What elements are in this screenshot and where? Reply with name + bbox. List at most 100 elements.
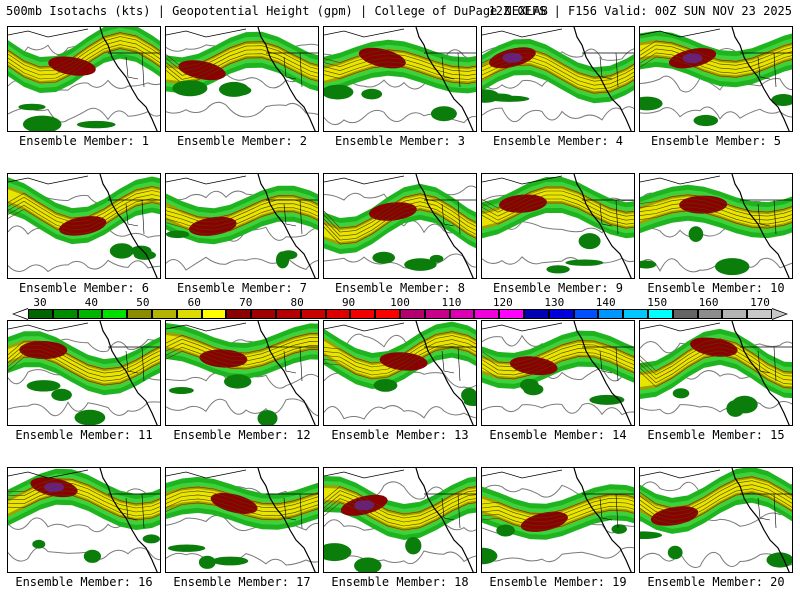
jet-band-yellow (482, 496, 634, 528)
height-contour (482, 546, 634, 563)
jet-stream-map (8, 468, 160, 572)
wind-speed-area (372, 251, 395, 264)
state-borders (441, 199, 461, 235)
height-contour (640, 106, 792, 120)
isotach-line (166, 498, 318, 517)
ensemble-member-label: Ensemble Member: 4 (492, 134, 624, 148)
wind-speed-area (109, 243, 134, 259)
isotach-line (640, 354, 792, 389)
wind-speed-area (130, 245, 152, 257)
ensemble-member-label: Ensemble Member: 13 (331, 428, 469, 442)
jet-stream-map (166, 27, 318, 131)
ensemble-member-label: Ensemble Member: 19 (489, 575, 627, 589)
height-contour (8, 401, 160, 417)
isotach-line (8, 348, 160, 378)
jet-stream-map (166, 468, 318, 572)
wind-speed-area (693, 114, 719, 127)
isotach-line (166, 341, 318, 362)
height-contour (324, 253, 476, 269)
coastline (99, 468, 158, 572)
wind-speed-area (361, 88, 383, 100)
jet-stream-map (166, 321, 318, 425)
colorbar-swatch (548, 309, 574, 319)
ensemble-member-map (639, 320, 793, 426)
wind-speed-area (26, 380, 61, 392)
coastline (731, 321, 790, 425)
isotach-line (166, 333, 318, 354)
ensemble-member-label: Ensemble Member: 6 (18, 281, 150, 295)
isotach-line (640, 52, 792, 74)
jet-stream-map (8, 321, 160, 425)
coastline (257, 27, 316, 131)
state-borders (599, 346, 619, 382)
wind-speed-area (257, 410, 278, 425)
isotach-line (166, 195, 318, 219)
wind-speed-area (578, 233, 601, 250)
isotach-line (482, 493, 634, 515)
height-contour (640, 401, 792, 415)
ensemble-member-map (481, 26, 635, 132)
height-contour (166, 101, 318, 118)
alaska-coast (640, 469, 721, 479)
wind-speed-area (142, 534, 160, 544)
alaska-coast (8, 28, 89, 38)
colorbar-swatch (747, 309, 772, 319)
isotach-line (166, 207, 318, 231)
state-borders (125, 199, 145, 235)
jet-stream-map (482, 321, 634, 425)
jet-band-yellow (640, 42, 792, 76)
wind-speed-area (487, 93, 513, 101)
alaska-coast (640, 175, 721, 185)
ensemble-member-label: Ensemble Member: 9 (492, 281, 624, 295)
isotach-line (482, 509, 634, 531)
jet-band-yellow (324, 488, 476, 528)
isotach-line (8, 194, 160, 227)
coastline (257, 468, 316, 572)
wind-speed-area (373, 379, 398, 392)
wind-speed-area (715, 258, 750, 276)
jet-stream-map (166, 174, 318, 278)
isotach-line (640, 346, 792, 381)
wind-speed-area (324, 543, 352, 562)
colorbar-tick-label: 90 (341, 296, 356, 309)
wind-speed-area (520, 378, 539, 392)
height-contour (324, 109, 476, 126)
alaska-coast (324, 469, 405, 479)
jet-stream-map (482, 27, 634, 131)
jet-core (358, 47, 406, 69)
colorbar-swatch (127, 309, 152, 319)
isotach-line (640, 210, 792, 229)
colorbar-swatch (350, 309, 376, 319)
isotach-line (324, 331, 476, 364)
colorbar-tick-label: 170 (750, 296, 770, 309)
coastline (257, 321, 316, 425)
isotach-line (8, 486, 160, 513)
state-borders (283, 52, 303, 88)
state-borders (757, 52, 777, 88)
colorbar-tick-label: 50 (136, 296, 150, 309)
state-borders (283, 346, 303, 382)
ensemble-member-label: Ensemble Member: 10 (647, 281, 785, 295)
isotach-line (166, 203, 318, 227)
isotach-line (482, 48, 634, 78)
height-contour (482, 403, 634, 416)
ensemble-member-map (639, 26, 793, 132)
ensemble-member-map (481, 320, 635, 426)
isotach-line (324, 65, 476, 84)
jet-band-light-green (482, 182, 634, 234)
ensemble-member-map (7, 467, 161, 573)
wind-speed-area (32, 539, 46, 549)
height-contour (166, 398, 318, 417)
wind-speed-area (83, 549, 101, 563)
coastline (99, 174, 158, 278)
coastline (415, 174, 474, 278)
jet-stream-map (640, 174, 792, 278)
state-borders (125, 493, 145, 529)
isotach-line (324, 347, 476, 380)
jet-stream-map (640, 27, 792, 131)
isotach-line (8, 32, 160, 68)
jet-stream-map (482, 174, 634, 278)
height-contour (8, 259, 160, 273)
isotach-line (482, 497, 634, 519)
isotach-line (640, 492, 792, 525)
